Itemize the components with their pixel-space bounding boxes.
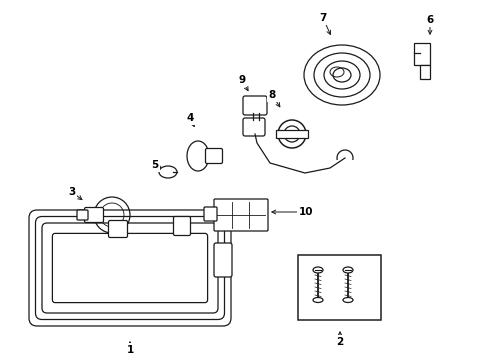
Ellipse shape (186, 141, 208, 171)
FancyBboxPatch shape (205, 148, 222, 163)
Text: 7: 7 (319, 13, 326, 23)
Text: 6: 6 (426, 15, 433, 25)
FancyBboxPatch shape (108, 220, 127, 238)
FancyBboxPatch shape (36, 216, 224, 320)
FancyBboxPatch shape (29, 210, 230, 326)
Text: 5: 5 (151, 160, 158, 170)
Text: 4: 4 (186, 113, 193, 123)
Ellipse shape (312, 297, 323, 302)
Text: 3: 3 (68, 187, 76, 197)
Ellipse shape (62, 242, 198, 294)
FancyBboxPatch shape (84, 207, 103, 222)
Ellipse shape (35, 216, 224, 320)
Text: 10: 10 (298, 207, 313, 217)
FancyBboxPatch shape (214, 243, 231, 277)
Ellipse shape (342, 297, 352, 302)
FancyBboxPatch shape (214, 199, 267, 231)
Bar (275, 130, 307, 138)
FancyBboxPatch shape (243, 118, 264, 136)
FancyBboxPatch shape (203, 207, 217, 221)
Bar (297, 255, 380, 320)
Text: 1: 1 (126, 345, 133, 355)
Ellipse shape (312, 267, 323, 273)
FancyBboxPatch shape (77, 210, 88, 220)
FancyBboxPatch shape (42, 223, 218, 313)
Ellipse shape (159, 166, 177, 178)
Text: 2: 2 (336, 337, 343, 347)
Text: 8: 8 (268, 90, 275, 100)
FancyBboxPatch shape (52, 233, 207, 303)
Bar (419, 65, 429, 79)
Ellipse shape (342, 267, 352, 273)
Ellipse shape (51, 232, 208, 304)
FancyBboxPatch shape (173, 216, 190, 235)
FancyBboxPatch shape (243, 96, 266, 115)
Bar (413, 43, 429, 65)
Text: 9: 9 (238, 75, 245, 85)
Ellipse shape (43, 224, 217, 312)
